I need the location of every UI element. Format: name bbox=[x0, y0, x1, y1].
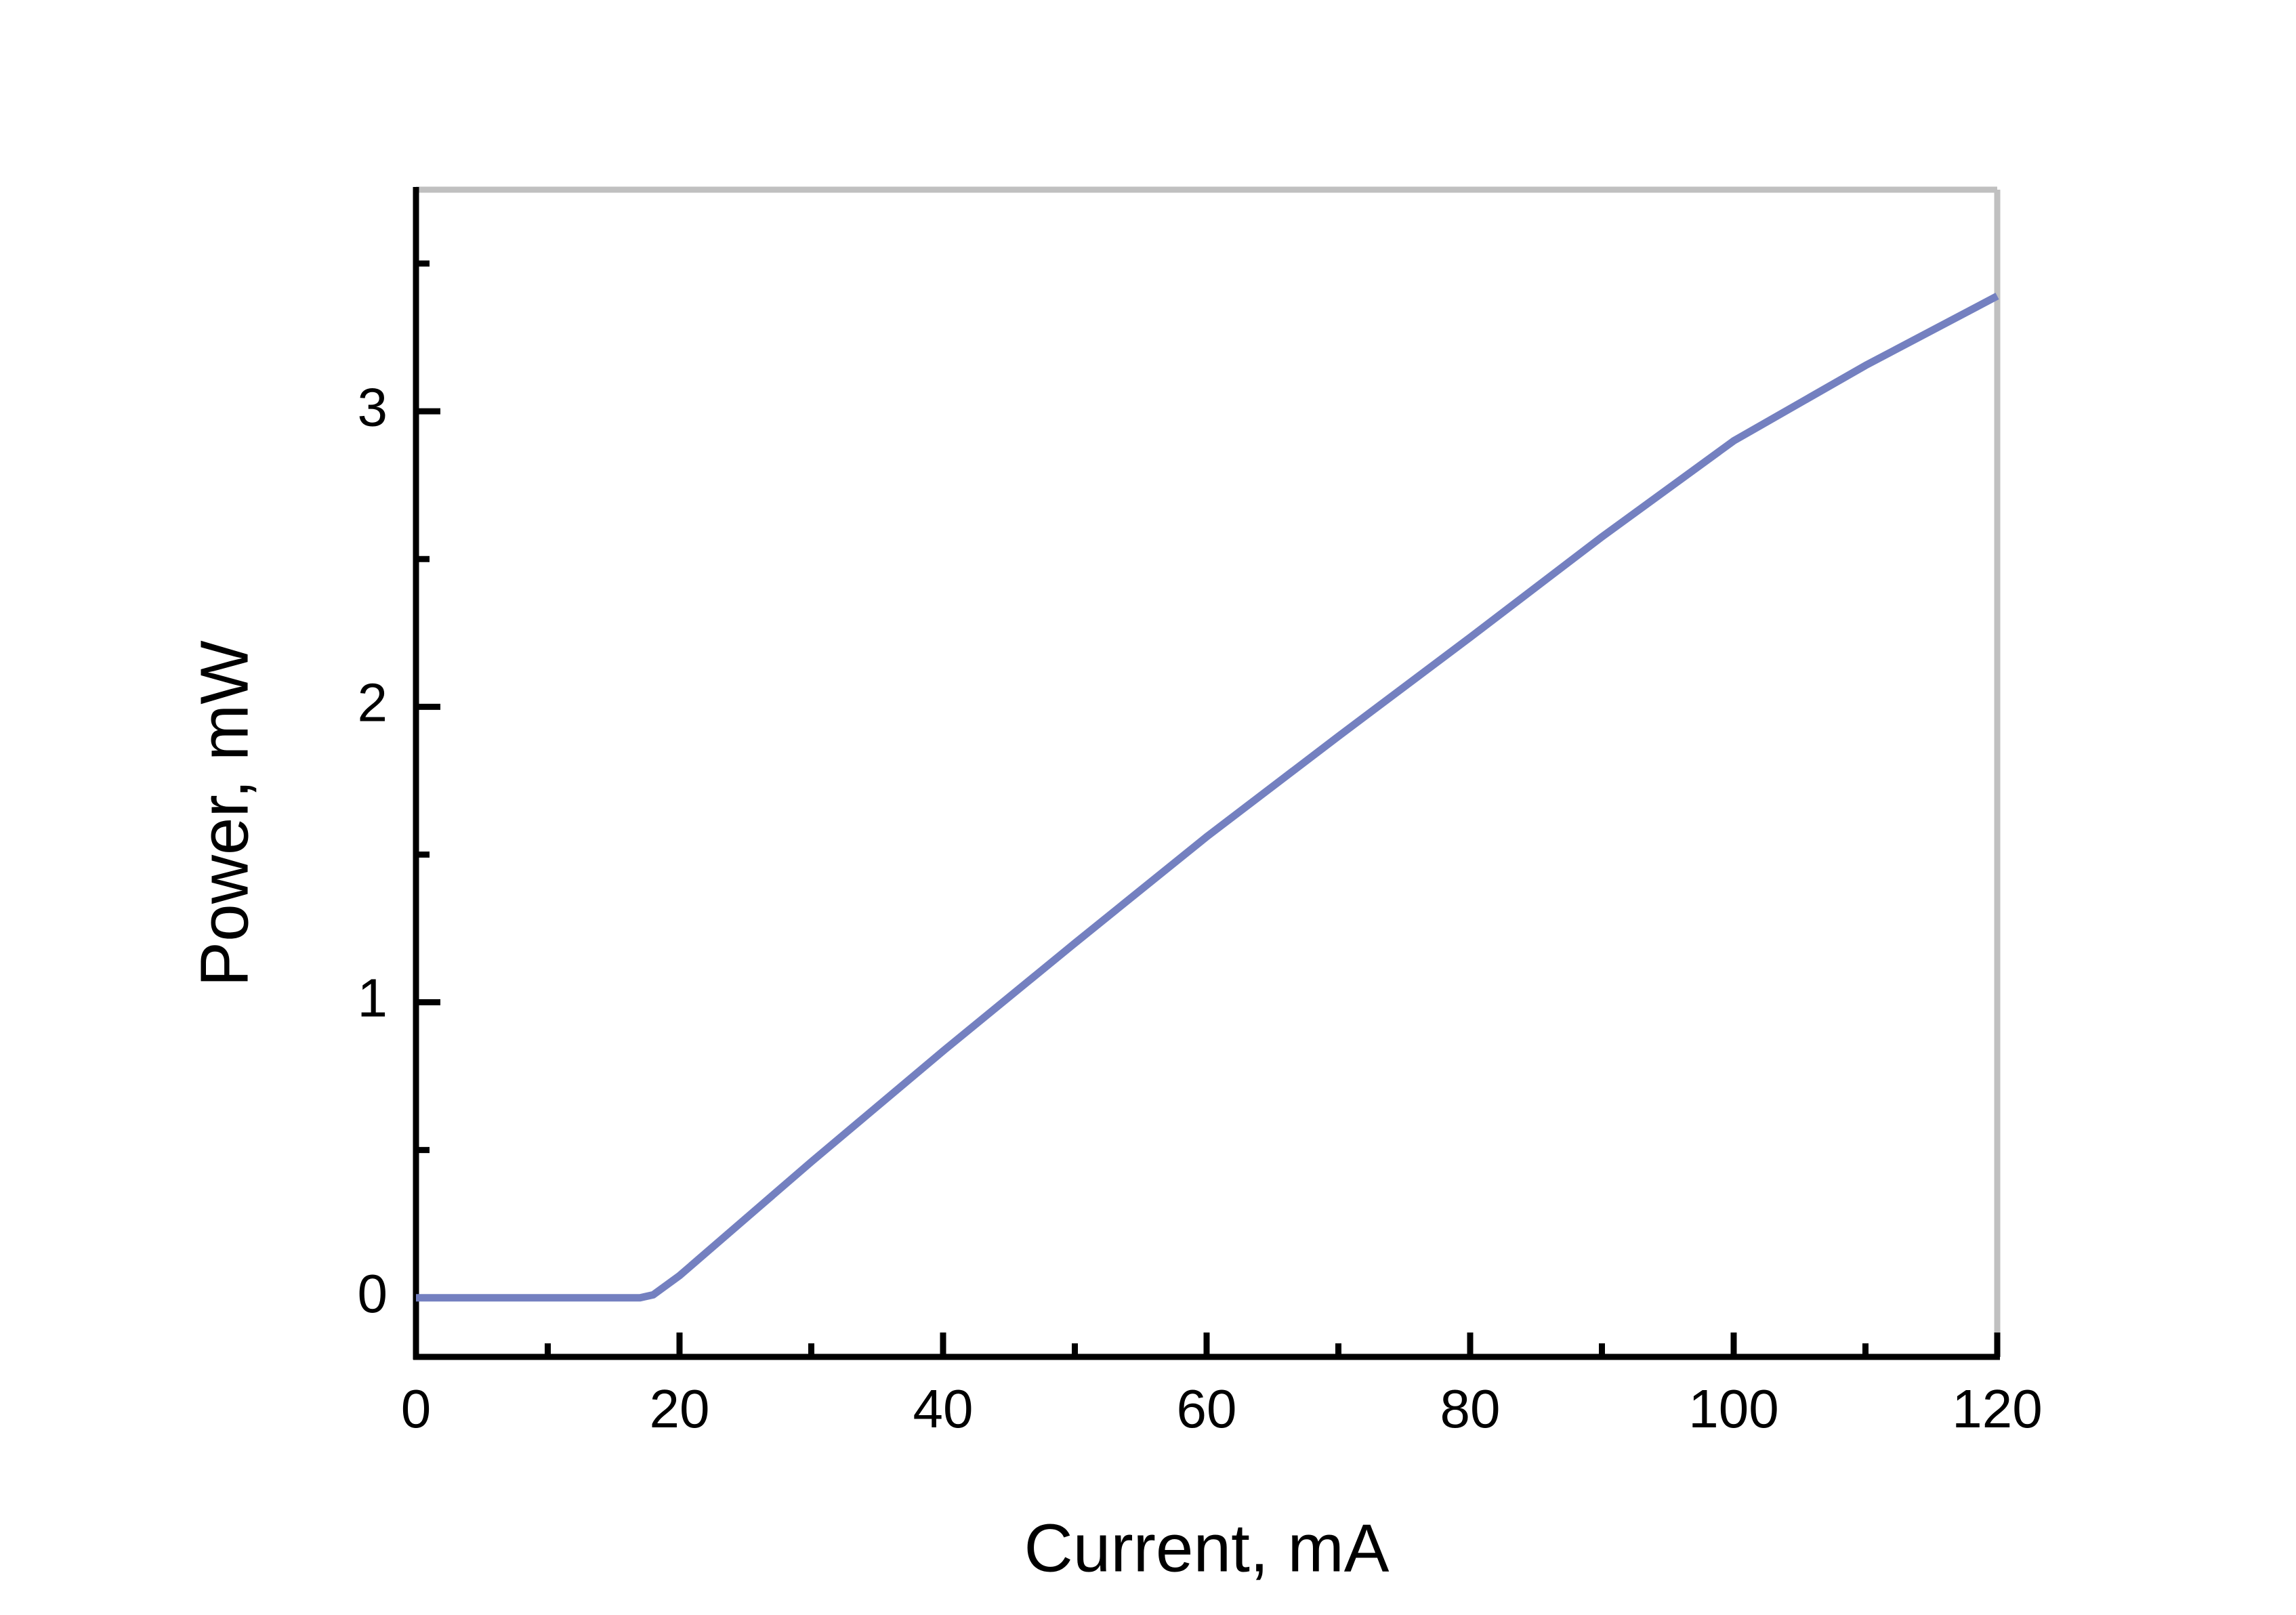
y-tick-label: 1 bbox=[358, 968, 388, 1028]
x-axis-label: Current, mA bbox=[1024, 1510, 1389, 1586]
y-tick-label: 0 bbox=[358, 1263, 388, 1324]
y-tick-label: 3 bbox=[358, 377, 388, 437]
x-tick-label: 120 bbox=[1952, 1379, 2042, 1439]
x-tick-label: 80 bbox=[1440, 1379, 1501, 1439]
x-tick-label: 100 bbox=[1688, 1379, 1778, 1439]
data-line bbox=[416, 293, 1999, 1302]
x-tick-label: 20 bbox=[650, 1379, 710, 1439]
y-axis-label: Power, mW bbox=[186, 640, 262, 987]
x-tick-label: 40 bbox=[913, 1379, 974, 1439]
y-tick-label: 2 bbox=[358, 672, 388, 732]
x-tick-label: 60 bbox=[1177, 1379, 1237, 1439]
x-tick-label: 0 bbox=[401, 1379, 432, 1439]
